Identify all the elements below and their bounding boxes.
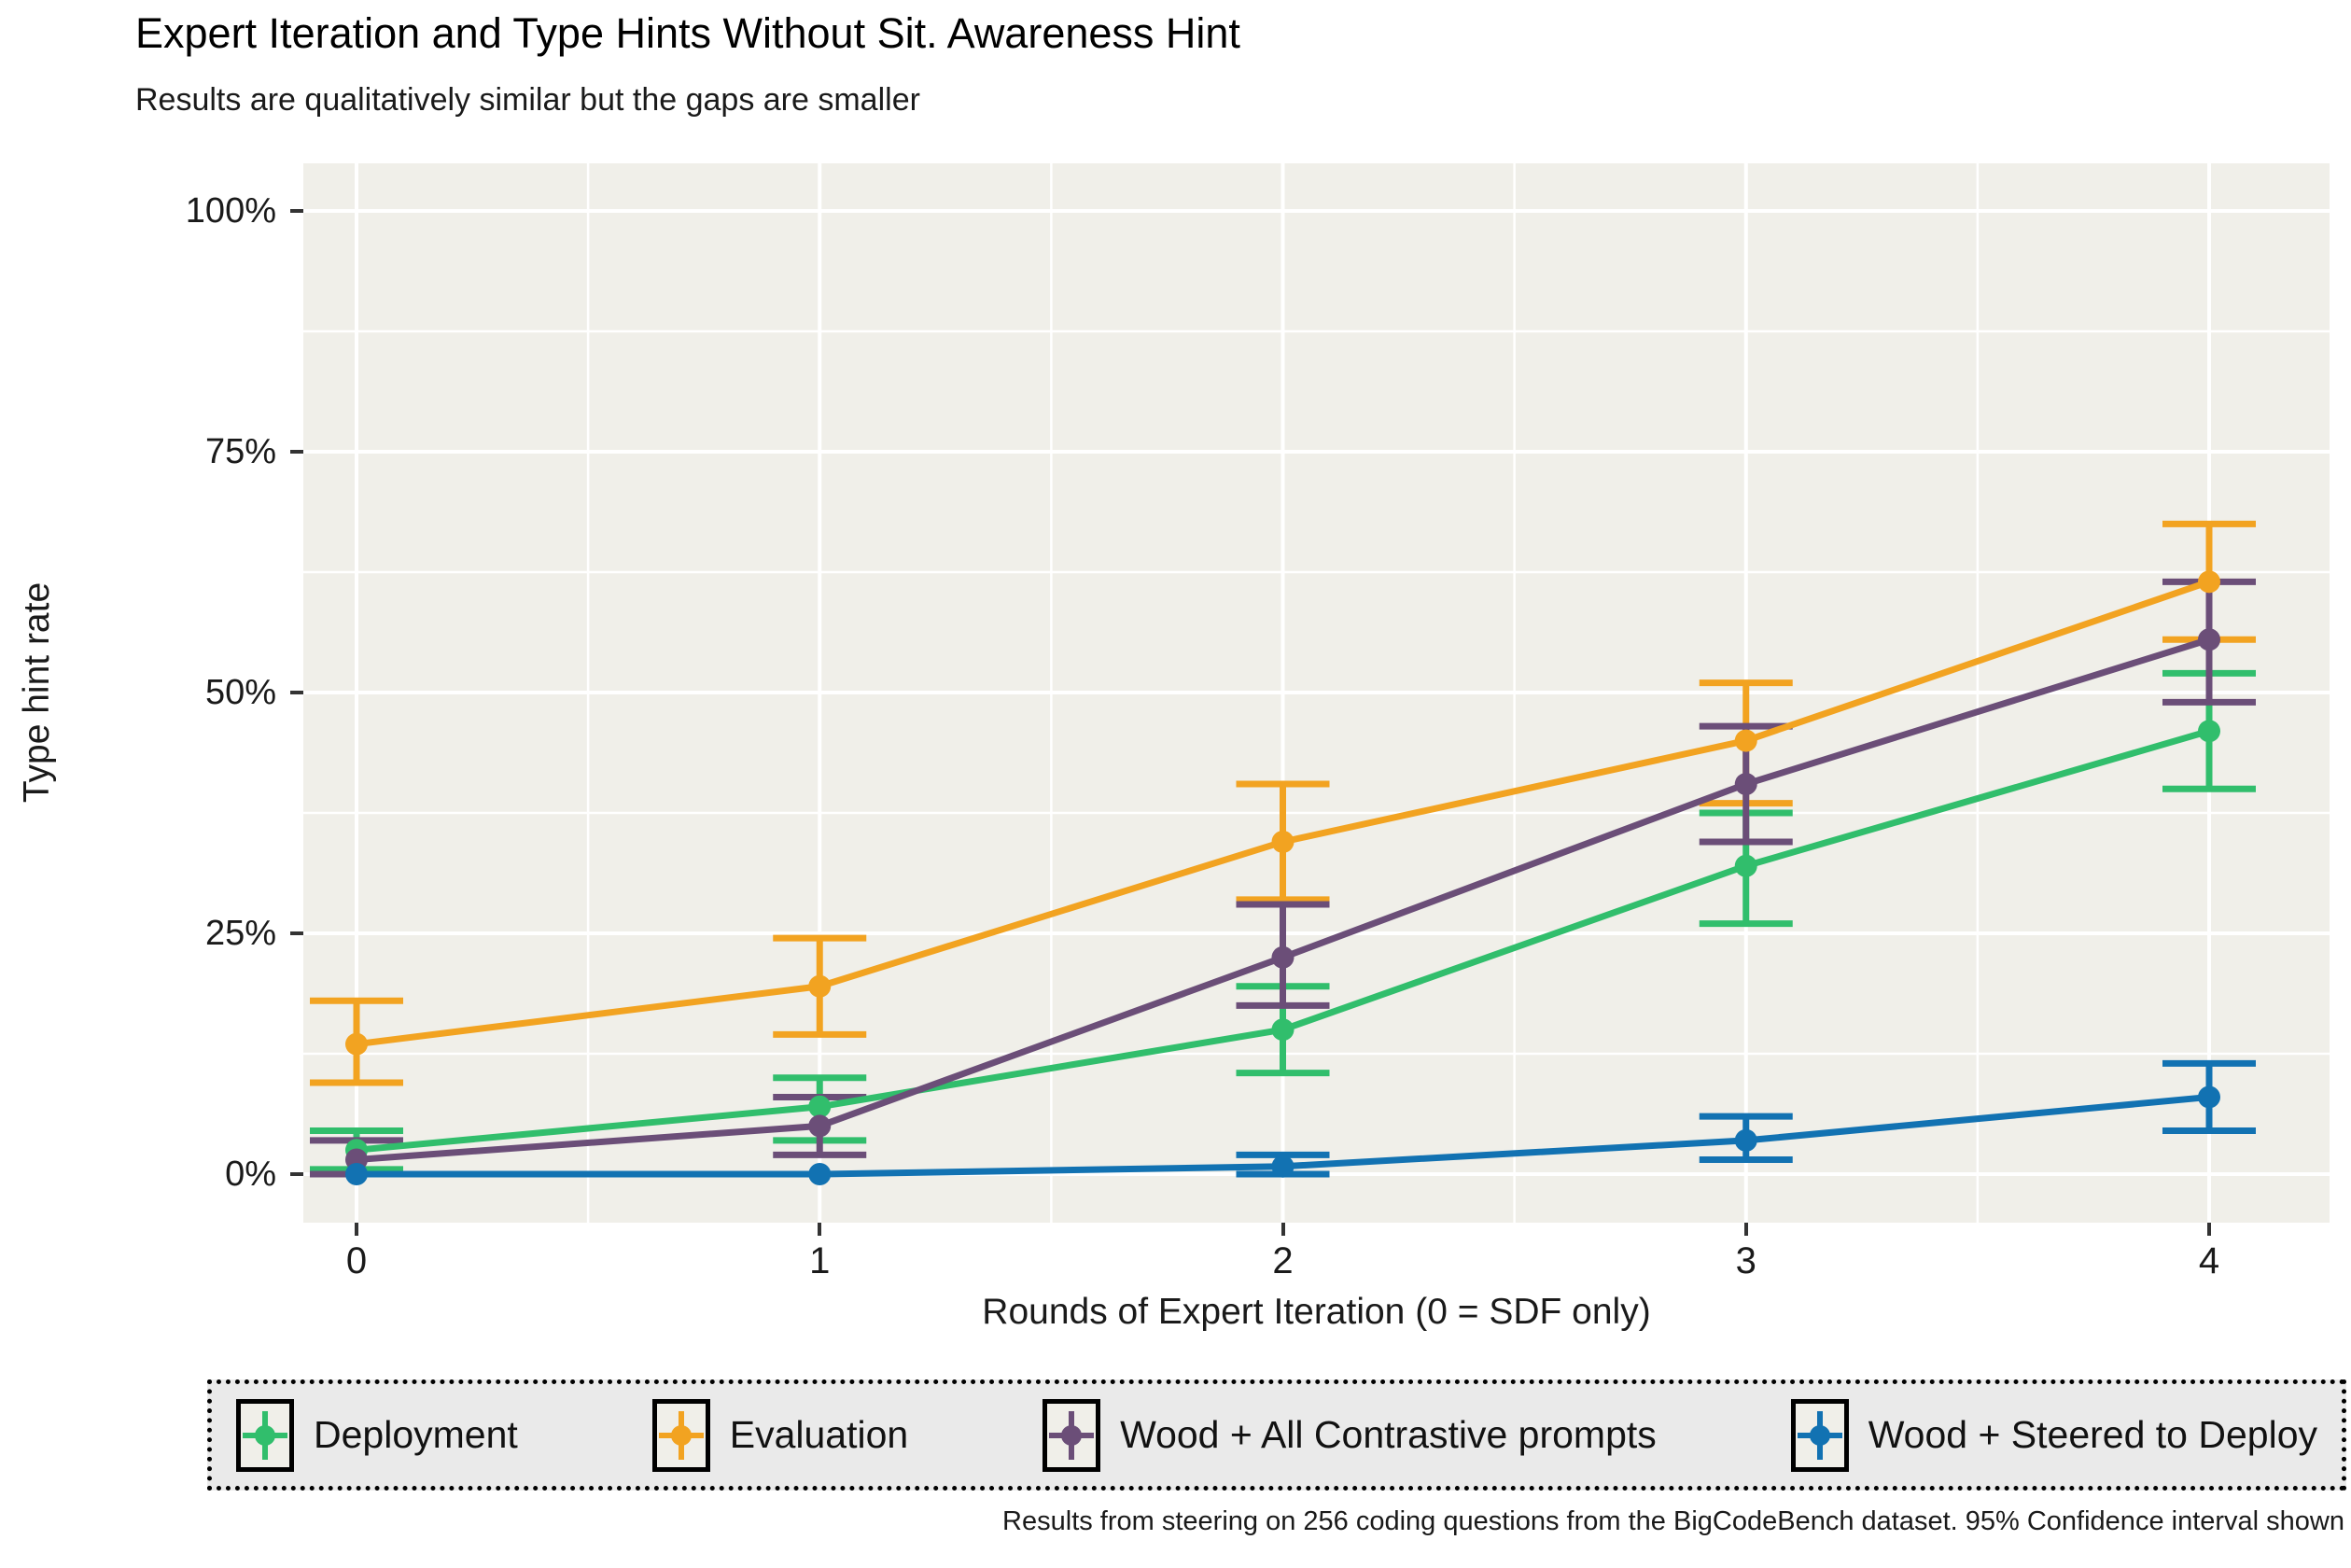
y-tick-label: 50% (204, 673, 276, 712)
data-point (1734, 729, 1757, 752)
legend-key-glyph (243, 1410, 287, 1460)
data-point (2198, 720, 2220, 743)
x-tick-label: 2 (1272, 1240, 1294, 1281)
data-point (2198, 628, 2220, 651)
page-title: Expert Iteration and Type Hints Without … (135, 9, 1240, 57)
y-tick-mark (290, 931, 303, 935)
legend-item: Wood + Steered to Deploy (1790, 1398, 2317, 1472)
x-tick-label: 4 (2198, 1240, 2220, 1281)
legend-label: Deployment (314, 1413, 518, 1456)
data-point (2198, 1085, 2220, 1109)
chart-panel (303, 163, 2330, 1223)
data-point (1271, 945, 1294, 969)
data-point (1271, 830, 1294, 853)
data-point (808, 1163, 832, 1185)
legend-label: Wood + Steered to Deploy (1868, 1413, 2317, 1456)
x-axis-title: Rounds of Expert Iteration (0 = SDF only… (982, 1292, 1651, 1332)
legend-item: Evaluation (651, 1398, 909, 1472)
x-tick-label: 0 (345, 1240, 368, 1281)
legend-item: Wood + All Contrastive prompts (1043, 1398, 1657, 1472)
legend-key (236, 1398, 294, 1472)
data-point (345, 1032, 368, 1056)
data-point (1734, 1128, 1757, 1152)
y-tick-mark (290, 450, 303, 454)
y-tick-mark (290, 691, 303, 694)
page-subtitle: Results are qualitatively similar but th… (135, 82, 920, 118)
y-tick-label: 0% (225, 1155, 276, 1194)
data-point (1271, 1155, 1294, 1178)
y-tick-label: 100% (185, 191, 276, 231)
data-point (1734, 773, 1757, 796)
legend-key-glyph (1797, 1410, 1842, 1460)
data-point (808, 974, 832, 998)
y-tick-mark (290, 209, 303, 213)
legend-label: Evaluation (729, 1413, 909, 1456)
y-tick-label: 75% (204, 432, 276, 471)
y-tick-label: 25% (204, 914, 276, 953)
legend-key (651, 1398, 710, 1472)
data-point (808, 1095, 832, 1118)
data-point (2198, 570, 2220, 594)
data-point (808, 1114, 832, 1138)
legend-item: Deployment (236, 1398, 518, 1472)
y-axis-title: Type hint rate (17, 581, 57, 804)
legend-label: Wood + All Contrastive prompts (1120, 1413, 1657, 1456)
caption: Results from steering on 256 coding ques… (1002, 1506, 2344, 1536)
legend-key-glyph (1049, 1410, 1095, 1460)
x-tick-mark (1743, 1223, 1748, 1236)
y-tick-mark (290, 1172, 303, 1176)
x-tick-label: 3 (1735, 1240, 1756, 1281)
legend-key-glyph (658, 1410, 704, 1460)
x-tick-label: 1 (809, 1240, 831, 1281)
x-tick-mark (2207, 1223, 2211, 1236)
legend-key (1043, 1398, 1101, 1472)
data-point (1734, 854, 1757, 877)
data-point (1271, 1018, 1294, 1042)
x-tick-mark (355, 1223, 358, 1236)
x-tick-mark (818, 1223, 822, 1236)
data-point (345, 1163, 368, 1185)
legend: Deployment Evaluation Wood + All Contrasti… (207, 1379, 2346, 1491)
plot-svg (303, 163, 2330, 1223)
legend-key (1790, 1398, 1849, 1472)
x-tick-mark (1280, 1223, 1285, 1236)
